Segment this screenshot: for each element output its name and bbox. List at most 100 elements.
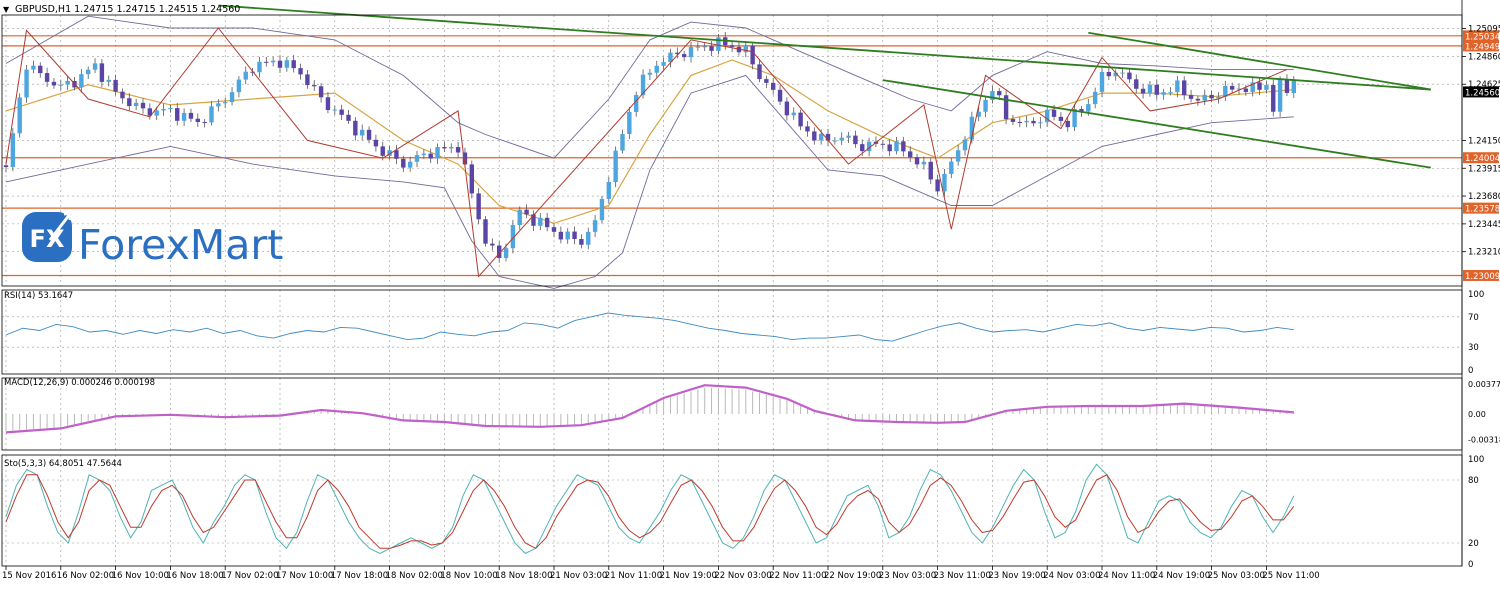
candle-bull: [284, 60, 290, 68]
candle-bull: [106, 79, 111, 82]
candle-bull: [414, 155, 420, 162]
candle-bull: [58, 84, 63, 86]
candle-bear: [853, 135, 858, 145]
candle-bear: [1271, 85, 1276, 112]
stochastic-label: Sto(5,3,3) 64.8051 47.5644: [4, 459, 122, 469]
moving-average: [5, 59, 1294, 224]
time-tick-label: 17 Nov 18:00: [331, 571, 388, 581]
rsi-tick-label: 100: [1468, 290, 1484, 300]
candle-bear: [291, 60, 296, 69]
candle-bull: [640, 74, 646, 96]
time-tick-label: 25 Nov 11:00: [1262, 571, 1319, 581]
candle-bear: [1188, 95, 1194, 99]
candle-bull: [894, 141, 899, 152]
candle-bear: [312, 85, 317, 87]
rsi-tick-label: 70: [1468, 313, 1479, 323]
candle-bull: [1202, 94, 1207, 101]
candle-bear: [901, 141, 906, 152]
candle-bull: [503, 248, 509, 258]
candle-bull: [24, 69, 29, 98]
time-tick-label: 24 Nov 03:00: [1043, 571, 1100, 581]
candle-bull: [209, 106, 214, 123]
candle-bear: [38, 65, 43, 74]
candle-bear: [476, 193, 481, 220]
candle-bear: [757, 64, 762, 80]
forexmart-logo: FX ForexMart: [22, 211, 283, 269]
candle-bull: [668, 52, 673, 63]
candle-bear: [551, 227, 557, 232]
candle-bear: [1243, 88, 1249, 92]
level-label-bg: [1463, 269, 1499, 281]
candle-bear: [305, 74, 310, 86]
candle-bull: [716, 37, 721, 51]
macd-tick-label: -0.003188: [1468, 436, 1500, 445]
candle-bear: [825, 133, 831, 141]
price-tick-label: 1.24150: [1468, 136, 1500, 146]
candle-bull: [620, 134, 625, 151]
candle-bear: [750, 45, 755, 65]
candle-bull: [92, 63, 98, 70]
time-tick-label: 24 Nov 11:00: [1098, 571, 1155, 581]
candle-bull: [449, 147, 454, 149]
candle-bear: [997, 91, 1002, 96]
level-label: 1.23578: [1465, 205, 1500, 215]
candle-bear: [531, 214, 536, 226]
price-tick-label: 1.24860: [1468, 52, 1500, 62]
candle-bear: [880, 143, 885, 145]
price-panel: [3, 4, 1431, 289]
candle-bear: [373, 139, 379, 147]
candle-bull: [229, 92, 235, 103]
time-tick-label: 22 Nov 03:00: [714, 571, 771, 581]
time-tick-label: 21 Nov 11:00: [605, 571, 662, 581]
candle-bull: [969, 116, 975, 140]
candle-bear: [1154, 84, 1159, 95]
candle-bear: [462, 152, 468, 165]
candle-bull: [661, 62, 666, 66]
candle-bear: [277, 60, 283, 68]
candle-bear: [346, 114, 351, 121]
chart-header: ▼ GBPUSD,H1 1.24715 1.24715 1.24515 1.24…: [3, 4, 240, 15]
candle-bull: [627, 111, 632, 135]
candle-bull: [1147, 84, 1153, 94]
candle-bear: [887, 144, 892, 152]
candle-bull: [65, 80, 70, 85]
candle-bear: [579, 239, 584, 245]
candle-bear: [120, 91, 125, 99]
candle-bear: [1010, 119, 1016, 122]
candle-bull: [243, 71, 248, 80]
candle-bull: [1072, 109, 1077, 128]
level-label-bg: [1463, 202, 1499, 214]
candle-bull: [832, 140, 838, 142]
candle-bear: [175, 108, 180, 121]
channel-line: [1088, 31, 1431, 91]
macd-tick-label: 0.003771: [1468, 380, 1500, 389]
time-tick-label: 22 Nov 19:00: [824, 571, 881, 581]
dropdown-arrow-icon[interactable]: ▼: [3, 5, 10, 14]
candle-bull: [599, 198, 605, 221]
candle-bull: [216, 103, 221, 107]
candle-bear: [1003, 95, 1009, 120]
candle-bull: [86, 69, 91, 75]
candle-bull: [791, 112, 796, 116]
candle-bear: [318, 86, 324, 98]
candle-bull: [1223, 85, 1228, 97]
candle-bear: [914, 157, 920, 165]
candle-bear: [928, 161, 933, 180]
candle-bull: [1113, 72, 1118, 77]
candle-bear: [812, 131, 817, 141]
candle-bear: [298, 68, 303, 75]
candle-bear: [1209, 94, 1214, 99]
candle-bull: [634, 95, 639, 112]
time-tick-label: 17 Nov 02:00: [221, 571, 278, 581]
time-tick-label: 17 Nov 10:00: [276, 571, 333, 581]
candle-bear: [935, 179, 940, 192]
candle-bull: [17, 97, 22, 134]
channel-line: [882, 79, 1431, 169]
candle-bull: [1216, 96, 1221, 99]
axis-layer: 1.25095 1.24860 1.24625 1.24150 1.23915 1.236…: [2, 25, 1500, 581]
stochastic-tick-label: 80: [1468, 476, 1479, 486]
candle-bear: [1195, 98, 1201, 101]
bollinger-upper: [5, 15, 1294, 159]
candle-bull: [270, 60, 276, 63]
